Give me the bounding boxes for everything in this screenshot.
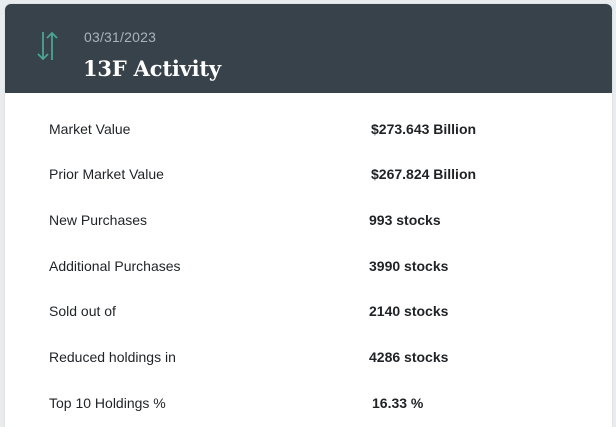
- row-market-value: Market Value $273.643 Billion: [5, 121, 612, 145]
- row-label: Prior Market Value: [49, 166, 164, 182]
- row-new-purchases: New Purchases 993 stocks: [5, 212, 612, 236]
- row-value: 993 stocks: [369, 212, 441, 228]
- row-label: Reduced holdings in: [49, 349, 176, 365]
- row-additional-purchases: Additional Purchases 3990 stocks: [5, 258, 612, 282]
- row-label: Additional Purchases: [49, 258, 181, 274]
- row-label: New Purchases: [49, 212, 148, 228]
- row-label: Top 10 Holdings %: [49, 395, 166, 411]
- report-date: 03/31/2023: [84, 29, 157, 45]
- row-value: $273.643 Billion: [371, 121, 477, 137]
- up-down-arrows-icon: [37, 31, 58, 61]
- row-value: 3990 stocks: [369, 258, 449, 274]
- row-value: 4286 stocks: [369, 349, 449, 365]
- card-header: 03/31/2023 13F Activity: [5, 4, 612, 93]
- activity-card: 03/31/2023 13F Activity Market Value $27…: [5, 4, 612, 427]
- row-sold-out-of: Sold out of 2140 stocks: [5, 303, 612, 327]
- row-value: $267.824 Billion: [371, 166, 477, 182]
- card-title: 13F Activity: [83, 56, 221, 81]
- row-value: 16.33 %: [372, 395, 424, 411]
- row-top-10-holdings: Top 10 Holdings % 16.33 %: [5, 395, 612, 419]
- row-value: 2140 stocks: [369, 303, 449, 319]
- row-label: Market Value: [49, 121, 131, 137]
- row-label: Sold out of: [49, 303, 116, 319]
- row-prior-market-value: Prior Market Value $267.824 Billion: [5, 166, 612, 190]
- row-reduced-holdings: Reduced holdings in 4286 stocks: [5, 349, 612, 373]
